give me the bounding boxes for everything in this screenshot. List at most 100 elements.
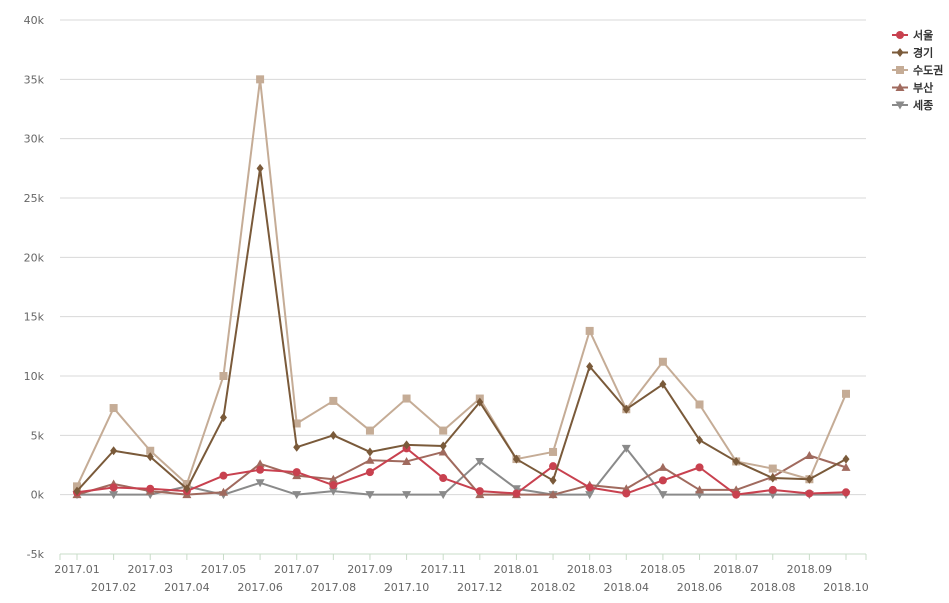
data-point xyxy=(732,456,740,466)
data-point xyxy=(658,462,668,471)
legend-item[interactable]: 부산 xyxy=(892,81,933,95)
data-point xyxy=(366,447,374,457)
legend-marker xyxy=(896,66,904,74)
data-point xyxy=(842,454,850,464)
series-line xyxy=(76,167,847,492)
data-point xyxy=(329,481,338,490)
y-tick-label: 35k xyxy=(24,73,45,86)
data-point xyxy=(365,426,374,435)
x-tick-label: 2017.08 xyxy=(311,581,357,594)
data-point xyxy=(548,490,558,499)
y-tick-label: 25k xyxy=(24,192,45,205)
data-point xyxy=(512,454,520,464)
x-tick-label: 2018.01 xyxy=(494,563,540,576)
data-point xyxy=(511,485,521,494)
data-point xyxy=(402,394,411,403)
x-tick-label: 2017.05 xyxy=(201,563,247,576)
legend-item[interactable]: 수도권 xyxy=(892,64,943,77)
legend-item[interactable]: 경기 xyxy=(892,46,933,60)
data-point xyxy=(439,441,447,451)
data-point xyxy=(256,75,265,84)
x-tick-label: 2018.07 xyxy=(713,563,759,576)
data-point xyxy=(804,451,814,460)
data-point xyxy=(585,326,594,335)
data-point xyxy=(586,362,594,372)
data-point xyxy=(328,487,338,496)
legend-label: 서울 xyxy=(913,28,933,42)
y-tick-label: 15k xyxy=(24,311,45,324)
data-point xyxy=(696,435,704,445)
data-point xyxy=(402,456,412,465)
data-point xyxy=(365,491,375,500)
y-tick-label: -5k xyxy=(27,548,45,561)
legend-label: 수도권 xyxy=(913,64,943,77)
x-tick-label: 2017.06 xyxy=(237,581,283,594)
data-point xyxy=(549,462,558,471)
data-point xyxy=(842,488,850,497)
data-point xyxy=(218,487,228,496)
legend-marker xyxy=(896,31,904,39)
data-point xyxy=(768,485,777,494)
data-point xyxy=(658,476,667,485)
legend-label: 세종 xyxy=(913,98,933,112)
series-line xyxy=(76,78,847,487)
data-point xyxy=(658,357,667,366)
data-point xyxy=(109,404,118,413)
y-tick-label: 0k xyxy=(31,489,45,502)
data-point xyxy=(475,457,485,466)
data-point xyxy=(585,491,595,500)
x-tick-label: 2018.08 xyxy=(750,581,796,594)
y-tick-label: 5k xyxy=(31,429,45,442)
x-tick-label: 2017.07 xyxy=(274,563,320,576)
legend-marker xyxy=(895,83,905,91)
data-point xyxy=(73,486,81,496)
x-tick-label: 2018.10 xyxy=(823,581,869,594)
x-tick-label: 2018.05 xyxy=(640,563,686,576)
data-point xyxy=(292,419,301,428)
data-point xyxy=(621,444,631,453)
data-point xyxy=(219,372,228,380)
x-tick-label: 2017.03 xyxy=(127,563,173,576)
data-point xyxy=(438,447,448,456)
data-point xyxy=(183,484,191,494)
x-tick-label: 2017.09 xyxy=(347,563,393,576)
y-axis: -5k 0k 5k 10k 15k 20k 25k 30k 35k 40k xyxy=(24,14,45,561)
x-tick-label: 2017.02 xyxy=(91,581,137,594)
x-axis: 2017.01 2017.02 2017.03 2017.04 2017.05 2017.… xyxy=(54,553,869,594)
data-point xyxy=(841,462,851,471)
data-point xyxy=(328,474,338,483)
data-point xyxy=(549,447,558,456)
data-point xyxy=(403,440,411,450)
data-point xyxy=(110,446,118,456)
series-1 xyxy=(73,163,850,496)
series-line xyxy=(76,450,847,496)
data-point xyxy=(805,474,813,484)
data-point xyxy=(329,430,337,440)
data-point xyxy=(293,442,301,452)
legend-item[interactable]: 세종 xyxy=(892,98,933,112)
data-point xyxy=(146,484,155,493)
data-point xyxy=(146,446,155,455)
data-point xyxy=(622,489,631,498)
legend-label: 부산 xyxy=(913,81,933,95)
y-tick-label: 30k xyxy=(24,133,45,146)
data-point xyxy=(475,487,484,496)
data-point xyxy=(438,491,448,500)
data-point xyxy=(292,491,302,500)
legend-item[interactable]: 서울 xyxy=(892,28,933,42)
data-point xyxy=(439,426,448,435)
data-point xyxy=(255,459,265,468)
data-point xyxy=(182,479,191,488)
data-point xyxy=(219,413,227,423)
x-tick-label: 2018.06 xyxy=(677,581,723,594)
x-tick-label: 2018.04 xyxy=(604,581,650,594)
data-point xyxy=(365,468,374,477)
data-point xyxy=(805,489,814,498)
data-point xyxy=(695,463,704,472)
data-point xyxy=(658,491,668,500)
data-point xyxy=(622,404,630,414)
x-tick-label: 2017.11 xyxy=(420,563,466,576)
data-point xyxy=(439,474,448,483)
data-point xyxy=(842,389,850,398)
